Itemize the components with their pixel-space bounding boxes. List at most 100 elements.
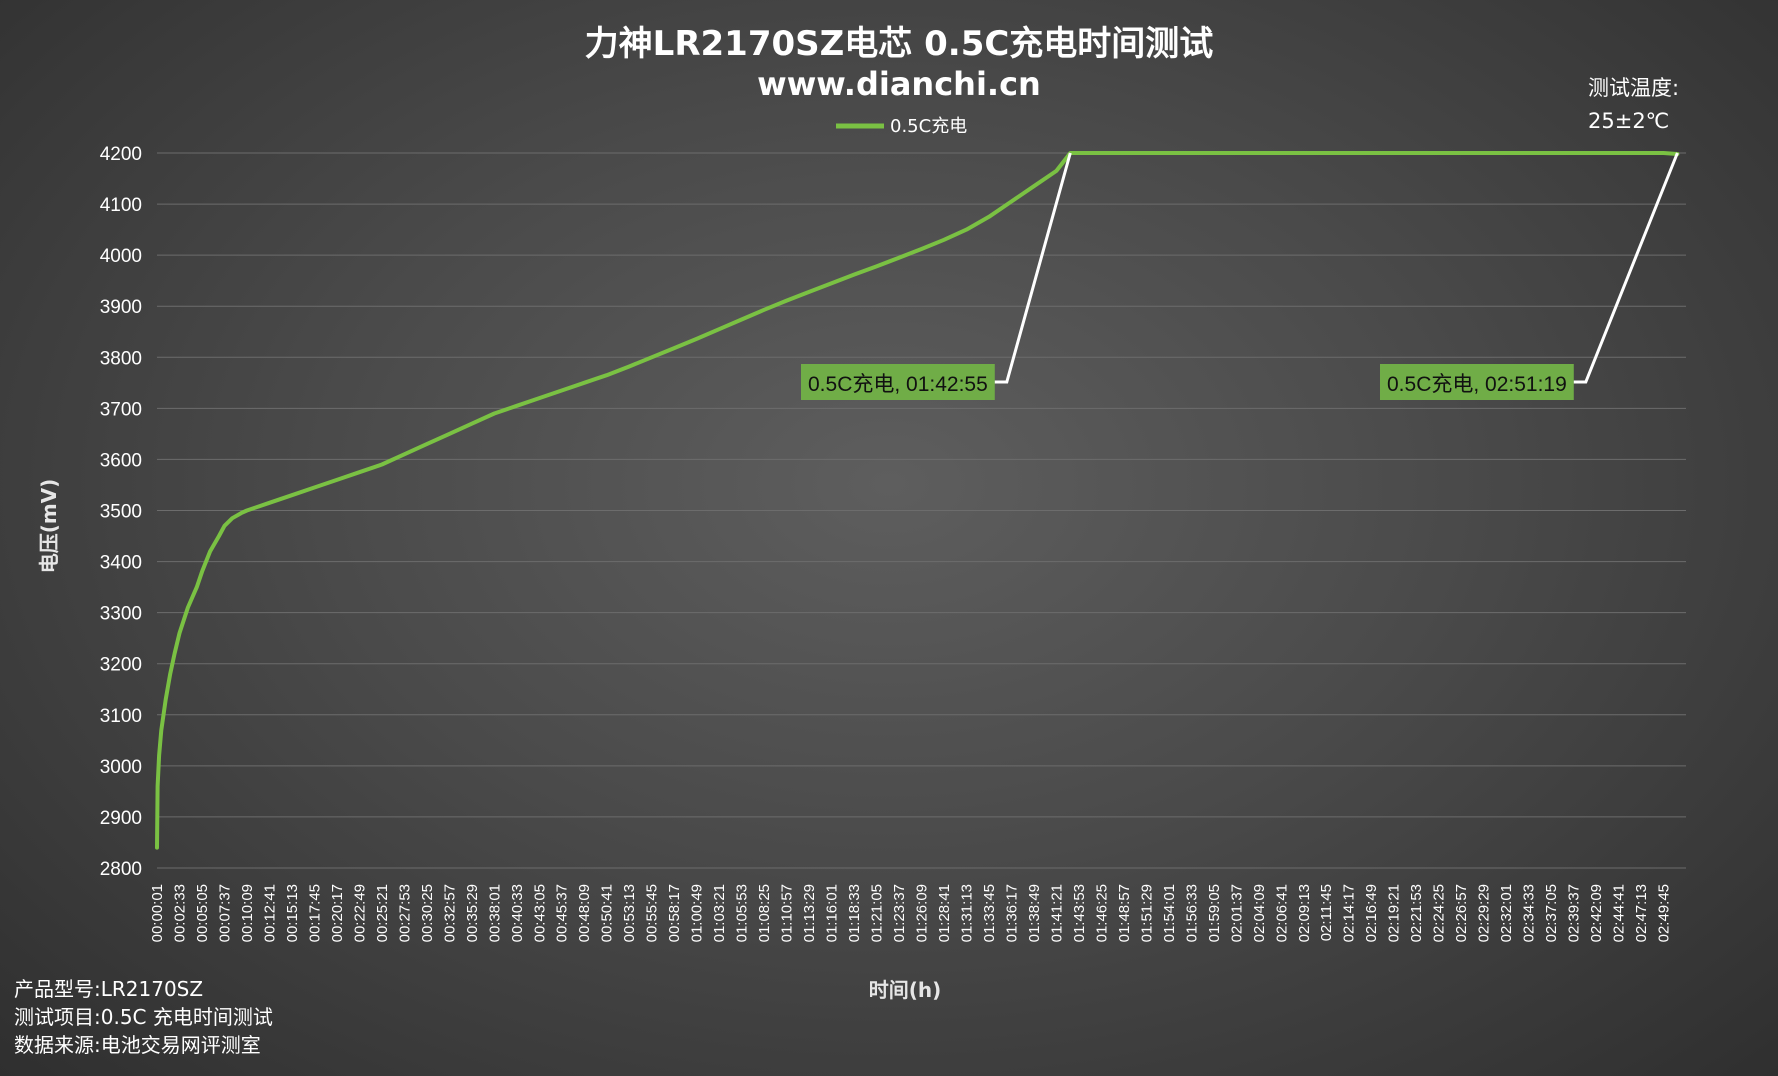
y-tick-label: 3500: [100, 502, 142, 523]
x-tick-label: 00:10:09: [239, 884, 256, 942]
callout: 0.5C充电, 01:42:55: [801, 152, 1072, 400]
x-tick-label: 00:53:13: [621, 884, 638, 942]
callout-leader: [1573, 152, 1679, 384]
y-tick-label: 3100: [100, 706, 142, 727]
y-tick-label: 3900: [100, 297, 142, 318]
x-tick-label: 01:00:49: [689, 884, 706, 942]
x-tick-label: 01:51:29: [1138, 884, 1155, 942]
temperature-value: 25±2℃: [1588, 109, 1669, 133]
x-tick-label: 01:59:05: [1206, 884, 1223, 942]
x-tick-label: 00:22:49: [351, 884, 368, 942]
callout-leader: [994, 152, 1072, 384]
x-tick-label: 01:36:17: [1003, 884, 1020, 942]
series-layer: [155, 151, 1680, 850]
x-tick-label: 00:38:01: [486, 884, 503, 942]
x-tick-label: 02:42:09: [1588, 884, 1605, 942]
x-tick-label: 00:27:53: [396, 884, 413, 942]
y-tick-label: 2800: [100, 859, 142, 880]
y-tick-label: 3300: [100, 604, 142, 625]
y-tick-label: 4200: [100, 144, 142, 165]
x-tick-label: 01:26:09: [914, 884, 931, 942]
x-tick-label: 00:05:05: [194, 884, 211, 942]
x-tick-label: 02:47:13: [1633, 884, 1650, 942]
x-tick-label: 00:25:21: [374, 884, 391, 942]
x-tick-label: 02:39:37: [1566, 884, 1583, 942]
x-tick-label: 02:29:29: [1476, 884, 1493, 942]
x-tick-label: 02:34:33: [1521, 884, 1538, 942]
x-tick-label: 01:23:37: [891, 884, 908, 942]
chart-subtitle: www.dianchi.cn: [757, 65, 1041, 103]
x-tick-label: 00:32:57: [441, 884, 458, 942]
x-tick-label: 00:20:17: [329, 884, 346, 942]
x-tick-label: 01:38:49: [1026, 884, 1043, 942]
x-tick-label: 02:49:45: [1656, 884, 1673, 942]
x-tick-label: 02:14:17: [1341, 884, 1358, 942]
x-tick-label: 00:12:41: [261, 884, 278, 942]
callout-box: [801, 364, 995, 400]
x-tick-label: 01:08:25: [756, 884, 773, 942]
x-tick-label: 00:30:25: [419, 884, 436, 942]
x-tick-label: 01:43:53: [1071, 884, 1088, 942]
x-tick-label: 00:00:01: [149, 884, 166, 942]
footer-model: 产品型号:LR2170SZ: [14, 977, 203, 1001]
x-tick-label: 01:18:33: [846, 884, 863, 942]
x-tick-label: 00:02:33: [171, 884, 188, 942]
x-tick-label: 02:09:13: [1296, 884, 1313, 942]
x-tick-label: 02:19:21: [1386, 884, 1403, 942]
callout-label: 0.5C充电, 02:51:19: [1387, 373, 1567, 396]
x-tick-label: 01:28:41: [936, 884, 953, 942]
x-tick-label: 00:43:05: [531, 884, 548, 942]
x-tick-label: 00:40:33: [509, 884, 526, 942]
x-tick-label: 01:33:45: [981, 884, 998, 942]
x-axis-ticks: 00:00:01 00:02:33 00:05:05 00:07:37 00:10:09…: [149, 884, 1673, 942]
x-tick-label: 01:41:21: [1048, 884, 1065, 942]
x-tick-label: 01:48:57: [1116, 884, 1133, 942]
x-tick-label: 02:04:09: [1251, 884, 1268, 942]
x-tick-label: 02:21:53: [1408, 884, 1425, 942]
x-tick-label: 01:13:29: [801, 884, 818, 942]
y-axis-ticks: 4200 4100 4000 3900 3800 3700 3600 3500 3400 3300…: [100, 144, 142, 880]
y-tick-label: 3700: [100, 399, 142, 420]
footer-test-item: 测试项目:0.5C 充电时间测试: [14, 1005, 273, 1029]
x-tick-label: 02:11:45: [1318, 884, 1335, 941]
callout-label: 0.5C充电, 01:42:55: [808, 373, 988, 396]
x-tick-label: 00:35:29: [464, 884, 481, 942]
y-tick-label: 4000: [100, 246, 142, 267]
x-tick-label: 02:16:49: [1363, 884, 1380, 942]
x-tick-label: 01:16:01: [824, 884, 841, 942]
x-tick-label: 01:31:13: [958, 884, 975, 942]
y-axis-label: 电压(mV): [37, 479, 61, 574]
footer-source: 数据来源:电池交易网评测室: [14, 1033, 261, 1057]
x-tick-label: 00:58:17: [666, 884, 683, 942]
y-tick-label: 4100: [100, 195, 142, 216]
x-tick-label: 01:03:21: [711, 884, 728, 942]
x-tick-label: 01:56:33: [1183, 884, 1200, 942]
x-tick-label: 00:55:45: [644, 884, 661, 942]
y-tick-label: 3800: [100, 348, 142, 369]
x-tick-label: 02:32:01: [1498, 884, 1515, 942]
legend-label: 0.5C充电: [890, 116, 967, 137]
x-axis-label: 时间(h): [869, 978, 942, 1002]
x-tick-label: 01:05:53: [734, 884, 751, 942]
y-tick-label: 2900: [100, 808, 142, 829]
gridlines: [157, 152, 1686, 869]
callouts: 0.5C充电, 01:42:55 0.5C充电, 02:51:19: [801, 152, 1679, 400]
y-tick-label: 3200: [100, 655, 142, 676]
legend: 0.5C充电: [836, 116, 967, 137]
x-tick-label: 00:07:37: [216, 884, 233, 942]
callout-box: [1380, 364, 1574, 400]
x-tick-label: 00:48:09: [576, 884, 593, 942]
x-tick-label: 00:15:13: [284, 884, 301, 942]
x-tick-label: 02:26:57: [1453, 884, 1470, 942]
x-tick-label: 02:24:25: [1431, 884, 1448, 942]
y-tick-label: 3600: [100, 450, 142, 471]
x-tick-label: 00:45:37: [554, 884, 571, 942]
x-tick-label: 01:10:57: [779, 884, 796, 942]
y-tick-label: 3400: [100, 553, 142, 574]
y-tick-label: 3000: [100, 757, 142, 778]
x-tick-label: 02:06:41: [1273, 884, 1290, 942]
temperature-label: 测试温度:: [1588, 76, 1679, 100]
x-tick-label: 02:01:37: [1228, 884, 1245, 942]
x-tick-label: 00:17:45: [306, 884, 323, 942]
